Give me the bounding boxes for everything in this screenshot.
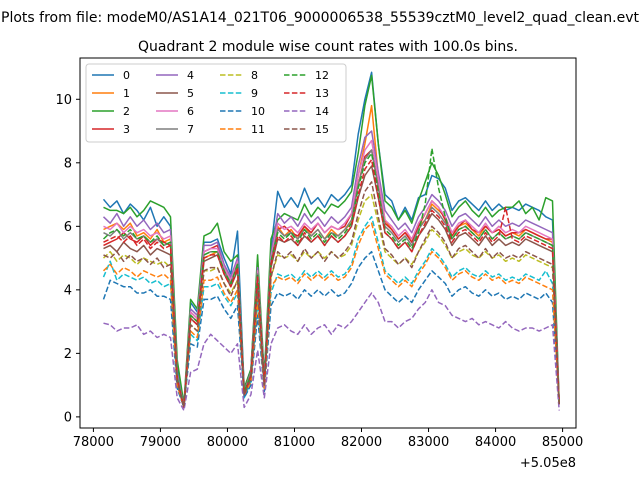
x-tick-label: 83000 (408, 435, 449, 450)
series-line-2 (103, 74, 560, 405)
series-lines (102, 71, 560, 412)
legend-label-3: 3 (123, 123, 130, 136)
legend-label-10: 10 (251, 105, 265, 118)
x-offset-label: +5.05e8 (520, 456, 576, 471)
y-tick-label: 10 (55, 93, 72, 108)
plot-frame (79, 57, 577, 429)
x-tick-label: 82000 (341, 435, 382, 450)
series-line-11 (102, 222, 560, 409)
legend-label-11: 11 (251, 123, 265, 136)
legend-label-7: 7 (187, 123, 194, 136)
x-tick-label: 78000 (73, 435, 114, 450)
axes: 78000 79000 80000 81000 82000 83000 84000 85000… (55, 93, 583, 450)
series-line-9 (102, 216, 560, 409)
legend-box (85, 63, 347, 143)
x-tick-label: 80000 (207, 435, 248, 450)
legend-label-8: 8 (251, 69, 258, 82)
x-tick-label: 81000 (274, 435, 315, 450)
legend-label-15: 15 (315, 123, 329, 136)
series-line-14 (103, 289, 560, 412)
y-tick-label: 8 (64, 156, 72, 171)
legend-label-0: 0 (123, 69, 130, 82)
legend-label-4: 4 (187, 69, 194, 82)
x-tick-label: 85000 (542, 435, 583, 450)
x-tick-label: 84000 (475, 435, 516, 450)
y-tick-label: 6 (64, 220, 72, 235)
legend-label-2: 2 (123, 105, 130, 118)
series-line-0 (102, 71, 560, 409)
legend-label-13: 13 (315, 87, 329, 100)
series-line-13 (103, 158, 560, 409)
series-line-15 (103, 181, 560, 409)
chart-title: Quadrant 2 module wise count rates with … (138, 39, 518, 55)
y-tick-label: 2 (64, 347, 72, 362)
legend-label-9: 9 (251, 87, 258, 100)
legend-label-6: 6 (187, 105, 194, 118)
legend-label-14: 14 (315, 105, 329, 118)
legend-label-1: 1 (123, 87, 130, 100)
legend-label-12: 12 (315, 69, 329, 82)
y-tick-label: 4 (64, 283, 72, 298)
x-tick-label: 79000 (140, 435, 181, 450)
figure-suptitle: Plots from file: modeM0/AS1A14_021T06_90… (1, 10, 639, 26)
legend-label-5: 5 (187, 87, 194, 100)
y-tick-label: 0 (64, 410, 72, 425)
